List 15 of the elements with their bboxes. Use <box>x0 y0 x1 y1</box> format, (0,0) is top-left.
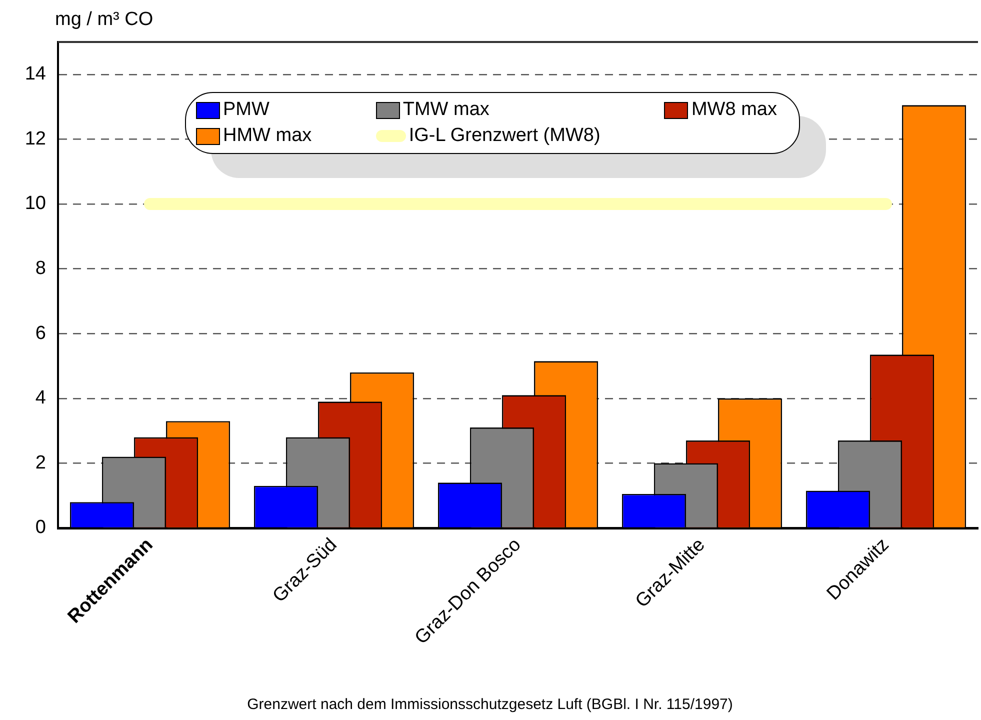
legend-label: TMW max <box>402 99 490 121</box>
legend-label: PMW <box>223 99 270 121</box>
y-tick-label: 4 <box>35 388 46 409</box>
legend-label: HMW max <box>223 125 312 147</box>
text: Grenzwert nach dem Immissionsschutzgesetz Luft (BGBl. I Nr. 115/1997) <box>247 696 733 714</box>
y-tick-label: 6 <box>35 322 46 344</box>
y-tick-label: 2 <box>35 452 46 474</box>
y-tick-label: 14 <box>24 64 46 85</box>
y-tick-label: 0 <box>35 517 46 538</box>
legend-label: IG-L Grenzwert (MW8) <box>408 125 600 147</box>
y-axis-title: mg / m³ CO <box>55 9 154 30</box>
y-tick-label: 10 <box>24 193 46 214</box>
legend-label: MW8 max <box>691 99 777 121</box>
y-tick-label: 12 <box>24 128 46 150</box>
y-tick-label: 8 <box>35 258 46 280</box>
